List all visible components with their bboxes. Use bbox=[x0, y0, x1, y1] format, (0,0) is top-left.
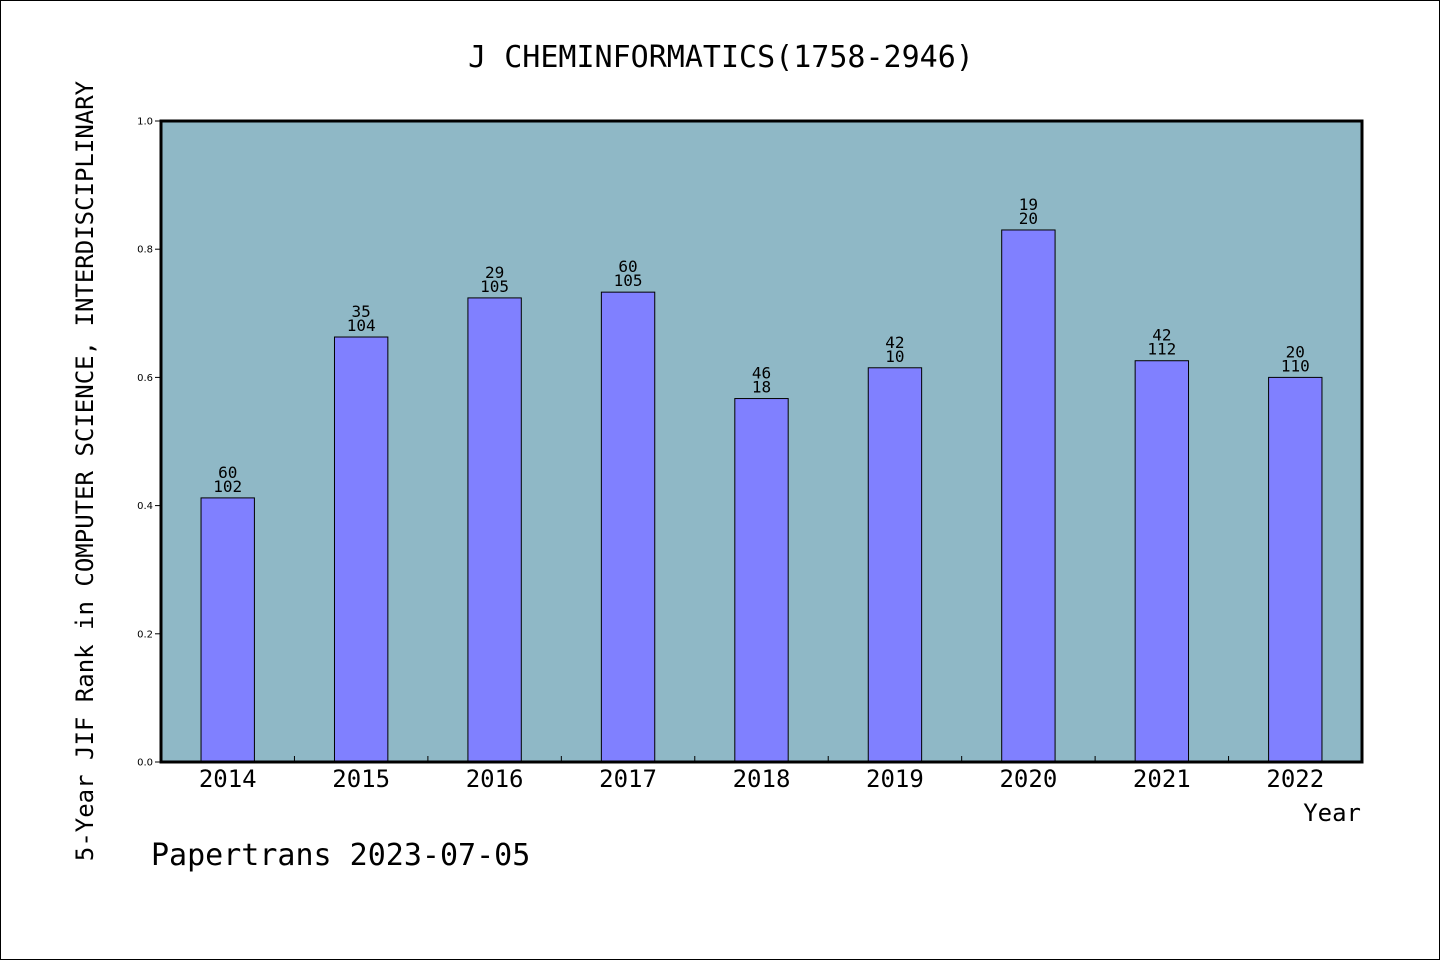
y-tick-label: 1.0 bbox=[137, 117, 153, 128]
bar-data-label: 104 bbox=[347, 316, 376, 335]
bar-data-label: 35 bbox=[352, 302, 371, 321]
bar-data-label: 42 bbox=[885, 333, 904, 352]
bar-data-label: 20 bbox=[1019, 209, 1038, 228]
bar bbox=[1134, 360, 1190, 763]
footer-text: Papertrans 2023-07-05 bbox=[151, 838, 530, 873]
y-tick-label: 0.6 bbox=[137, 373, 153, 384]
bar bbox=[467, 297, 522, 763]
bar-data-label: 10 bbox=[885, 347, 904, 366]
x-axis: 2014 2015 2016 2017 2018 2019 2020 2021 2022 bbox=[199, 756, 1324, 793]
x-tick-label: 2020 bbox=[999, 765, 1057, 793]
y-tick-label: 0.8 bbox=[137, 245, 153, 256]
bar bbox=[734, 398, 789, 763]
bar-data-label: 42 bbox=[1152, 326, 1171, 345]
x-tick-label: 2016 bbox=[466, 765, 524, 793]
bar-data-label: 19 bbox=[1019, 195, 1038, 214]
bar-data-label: 102 bbox=[213, 477, 242, 496]
bar-data-label: 60 bbox=[218, 463, 237, 482]
x-axis-label: Year bbox=[1303, 799, 1361, 827]
bar-data-label: 105 bbox=[614, 271, 643, 290]
bar bbox=[1268, 376, 1323, 763]
bar-data-label: 112 bbox=[1147, 340, 1176, 359]
bar bbox=[333, 336, 389, 763]
bar-data-label: 105 bbox=[480, 277, 509, 296]
bar bbox=[200, 497, 255, 763]
x-tick-label: 2021 bbox=[1133, 765, 1191, 793]
bar bbox=[1001, 229, 1056, 763]
bar-data-label: 60 bbox=[618, 257, 637, 276]
y-tick-label: 0.4 bbox=[137, 501, 153, 512]
x-tick-label: 2014 bbox=[199, 765, 257, 793]
y-axis: 0.0 0.2 0.4 0.6 0.8 1.0 bbox=[137, 117, 161, 769]
y-tick-label: 0.0 bbox=[137, 758, 153, 769]
bar-data-label: 29 bbox=[485, 263, 504, 282]
bar-data-label: 110 bbox=[1281, 356, 1310, 375]
bar-data-label: 18 bbox=[752, 378, 771, 397]
plot-border bbox=[159, 119, 1364, 764]
x-tick-label: 2019 bbox=[866, 765, 924, 793]
x-tick-label: 2018 bbox=[733, 765, 791, 793]
y-tick-label: 0.2 bbox=[137, 629, 153, 640]
bar-data-label: 20 bbox=[1286, 342, 1305, 361]
chart-title: J CHEMINFORMATICS(1758-2946) bbox=[468, 40, 974, 75]
bars bbox=[200, 229, 1323, 763]
bar bbox=[600, 291, 656, 763]
bar bbox=[867, 367, 923, 763]
x-tick-label: 2022 bbox=[1266, 765, 1324, 793]
x-tick-label: 2015 bbox=[332, 765, 390, 793]
y-axis-label: 5-Year JIF Rank in COMPUTER SCIENCE, INT… bbox=[71, 80, 99, 861]
x-tick-label: 2017 bbox=[599, 765, 657, 793]
bar-data-label: 46 bbox=[752, 364, 771, 383]
